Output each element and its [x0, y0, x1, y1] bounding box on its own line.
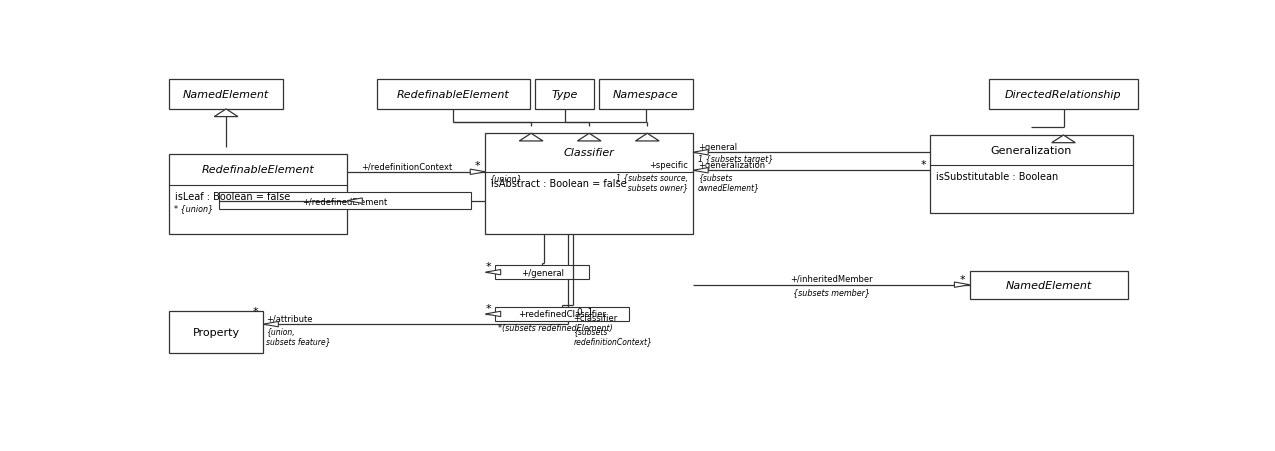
Text: NamedElement: NamedElement [1006, 280, 1091, 290]
Polygon shape [578, 134, 601, 142]
Text: Namespace: Namespace [613, 90, 678, 100]
Text: 1 {subsets target}: 1 {subsets target} [697, 155, 773, 164]
Text: +generalization: +generalization [697, 160, 765, 169]
Text: *: * [960, 274, 965, 285]
Polygon shape [694, 168, 708, 174]
Polygon shape [955, 282, 969, 288]
Text: +/redefinitionContext: +/redefinitionContext [361, 162, 453, 170]
Text: Type: Type [551, 90, 578, 100]
Text: {subsets member}: {subsets member} [793, 287, 870, 296]
Text: *: * [474, 161, 481, 170]
Polygon shape [470, 170, 486, 175]
Text: {union}: {union} [490, 174, 523, 183]
Text: +/general: +/general [520, 268, 564, 277]
Polygon shape [214, 110, 238, 117]
Bar [534, 80, 594, 110]
Text: isAbstract : Boolean = false: isAbstract : Boolean = false [491, 179, 627, 189]
Text: *: * [486, 303, 491, 313]
Polygon shape [347, 198, 362, 204]
Text: 0..1: 0..1 [576, 308, 594, 317]
Text: +general: +general [697, 142, 737, 151]
Text: isLeaf : Boolean = false: isLeaf : Boolean = false [175, 191, 291, 202]
Text: {union,
subsets feature}: {union, subsets feature} [266, 326, 330, 345]
Text: +redefinedClassifier: +redefinedClassifier [518, 310, 606, 319]
Text: {subsets
ownedElement}: {subsets ownedElement} [697, 173, 760, 192]
Text: *: * [252, 307, 258, 317]
Text: +/attribute: +/attribute [266, 314, 312, 323]
Text: +specific: +specific [649, 160, 688, 169]
Bar [495, 265, 589, 280]
Text: isSubstitutable : Boolean: isSubstitutable : Boolean [936, 172, 1058, 182]
Polygon shape [1052, 136, 1075, 143]
Bar [170, 80, 283, 110]
Bar [599, 80, 694, 110]
Bar [219, 193, 470, 209]
Text: *: * [921, 160, 926, 170]
Text: RedefinableElement: RedefinableElement [397, 90, 510, 100]
Polygon shape [519, 134, 543, 142]
Text: NamedElement: NamedElement [182, 90, 269, 100]
Text: *(subsets redefinedElement): *(subsets redefinedElement) [499, 323, 613, 332]
Text: * {union}: * {union} [175, 203, 213, 212]
Text: {subsets
redefinitionContext}: {subsets redefinitionContext} [574, 326, 653, 345]
Text: +/inheritedMember: +/inheritedMember [790, 274, 872, 283]
Bar [989, 80, 1137, 110]
Bar [170, 155, 347, 235]
Polygon shape [694, 150, 708, 156]
Text: +/redefinedElement: +/redefinedElement [302, 197, 388, 206]
Text: Generalization: Generalization [991, 146, 1072, 156]
Polygon shape [486, 312, 501, 317]
Text: RedefinableElement: RedefinableElement [201, 165, 315, 175]
Polygon shape [635, 134, 659, 142]
Bar [931, 136, 1132, 214]
Bar [486, 134, 694, 235]
Text: Property: Property [193, 327, 240, 337]
Polygon shape [263, 322, 278, 327]
Bar [969, 271, 1127, 299]
Bar [170, 311, 263, 353]
Text: +classifier: +classifier [574, 314, 617, 323]
Polygon shape [486, 270, 501, 275]
Bar [495, 307, 629, 322]
Bar [377, 80, 530, 110]
Text: Classifier: Classifier [564, 148, 615, 158]
Text: DirectedRelationship: DirectedRelationship [1005, 90, 1122, 100]
Text: 1 {subsets source,
  subsets owner}: 1 {subsets source, subsets owner} [616, 173, 688, 192]
Text: *: * [486, 261, 491, 271]
